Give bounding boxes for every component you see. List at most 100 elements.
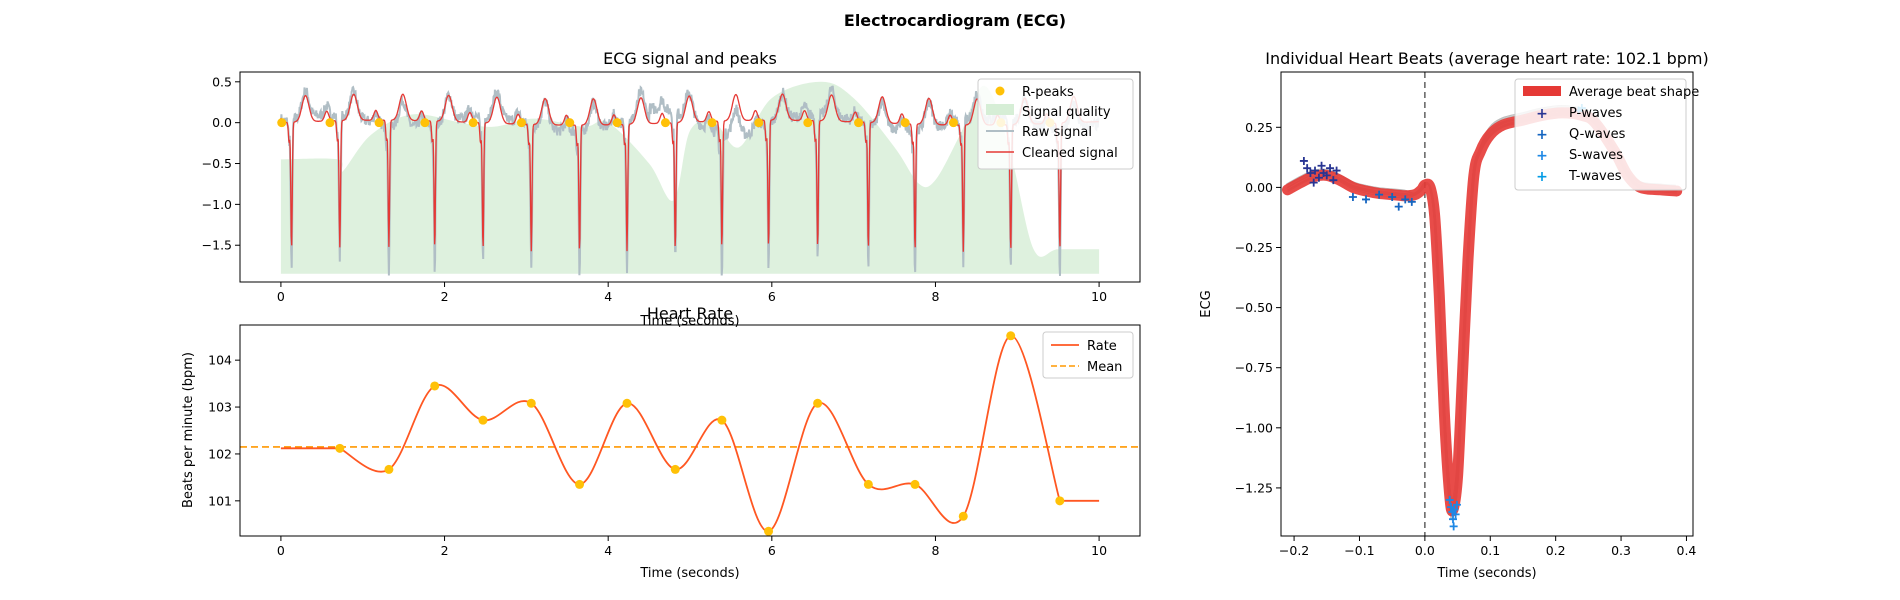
rate-ytick-label: 102 <box>208 446 232 461</box>
rate-xtick-label: 2 <box>441 543 449 558</box>
legend-frame <box>1514 78 1687 191</box>
legend-average-label: Average beat shape <box>1569 85 1699 100</box>
rate-xtick-label: 0 <box>277 543 285 558</box>
legend-rpeaks-swatch <box>995 86 1005 96</box>
legend-q-swatch: + <box>1536 127 1548 143</box>
rate-point <box>670 464 680 474</box>
p-wave-marker <box>1332 166 1341 175</box>
q-wave-markers <box>1348 190 1416 211</box>
heart-rate-panel: 0 2 4 6 8 10 101 102 103 104 Heart Rate Time (se… <box>181 304 1141 581</box>
r-peak-point <box>374 118 384 128</box>
ecg-ytick-label: −1.5 <box>202 238 232 253</box>
beats-x-ticks: −0.2 −0.1 0.0 0.1 0.2 0.3 0.4 <box>1279 536 1696 558</box>
ecg-y-ticks: −1.5 −1.0 −0.5 0.0 0.5 <box>202 74 240 253</box>
r-peak-point <box>468 118 478 128</box>
legend-t-label: T-waves <box>1568 169 1622 184</box>
r-peak-point <box>516 118 526 128</box>
heart-rate-xlabel: Time (seconds) <box>639 566 739 581</box>
beats-ytick-label: −1.00 <box>1235 420 1273 435</box>
rate-xtick-label: 6 <box>768 543 776 558</box>
p-wave-marker <box>1303 164 1312 173</box>
beats-ytick-label: −0.50 <box>1235 300 1273 315</box>
heart-rate-axes <box>239 324 1141 537</box>
p-wave-marker <box>1299 156 1308 165</box>
beats-xtick-label: 0.3 <box>1611 543 1631 558</box>
rate-ytick-label: 101 <box>208 493 232 508</box>
rate-point <box>575 479 585 489</box>
p-wave-marker <box>1317 161 1326 170</box>
r-peak-point <box>948 118 958 128</box>
legend-s-label: S-waves <box>1569 148 1623 163</box>
q-wave-marker <box>1407 197 1416 206</box>
rate-point <box>430 381 440 391</box>
rate-xtick-label: 4 <box>604 543 612 558</box>
q-wave-marker <box>1375 190 1384 199</box>
beats-ytick-label: 0.00 <box>1245 180 1273 195</box>
heart-rate-ylabel: Beats per minute (bpm) <box>181 352 196 508</box>
p-wave-marker <box>1314 173 1323 182</box>
beats-ytick-label: −1.25 <box>1235 480 1273 495</box>
beats-xtick-label: 0.0 <box>1415 543 1435 558</box>
rate-point <box>335 443 345 453</box>
r-peak-point <box>420 118 430 128</box>
rate-points <box>335 331 1065 536</box>
ecg-xtick-label: 6 <box>768 289 776 304</box>
legend-mean-label: Mean <box>1087 360 1122 375</box>
figure-title: Electrocardiogram (ECG) <box>844 11 1066 30</box>
heart-beats-panel: −0.2 −0.1 0.0 0.1 0.2 0.3 0.4 −1.25−1.00−0.75−… <box>1199 49 1709 581</box>
r-peak-point <box>854 118 864 128</box>
beats-xtick-label: 0.1 <box>1480 543 1500 558</box>
legend-p-swatch: + <box>1536 106 1548 122</box>
r-peak-point <box>754 118 764 128</box>
heart-beats-legend: Average beat shape + P-waves + Q-waves +… <box>1514 78 1699 191</box>
s-wave-marker <box>1451 510 1460 519</box>
s-wave-marker <box>1445 495 1454 504</box>
signal-quality-fill <box>280 81 1100 274</box>
rate-point <box>478 415 488 425</box>
q-wave-marker <box>1362 195 1371 204</box>
r-peak-point <box>565 118 575 128</box>
r-peak-point <box>660 118 670 128</box>
ecg-xtick-label: 8 <box>931 289 939 304</box>
ecg-ytick-label: 0.0 <box>212 115 232 130</box>
rate-point <box>1006 331 1016 341</box>
r-peak-point <box>803 118 813 128</box>
cleaned-signal-line <box>280 93 1099 252</box>
p-wave-marker <box>1309 178 1318 187</box>
beats-xtick-label: −0.1 <box>1344 543 1374 558</box>
signal-quality-area <box>280 81 1100 274</box>
ecg-ytick-label: −0.5 <box>202 156 232 171</box>
ecg-xtick-label: 2 <box>441 289 449 304</box>
p-wave-marker <box>1311 166 1320 175</box>
r-peak-point <box>612 118 622 128</box>
rate-y-ticks: 101 102 103 104 <box>208 353 240 508</box>
legend-raw-label: Raw signal <box>1022 125 1092 140</box>
beats-xtick-label: 0.2 <box>1546 543 1566 558</box>
heart-rate-legend: Rate Mean <box>1042 331 1134 379</box>
legend-q-label: Q-waves <box>1569 127 1626 142</box>
rate-point <box>813 398 823 408</box>
q-wave-marker <box>1388 193 1397 202</box>
r-peak-point <box>900 118 910 128</box>
rate-point <box>526 398 536 408</box>
rate-xtick-label: 10 <box>1091 543 1107 558</box>
q-wave-marker <box>1401 195 1410 204</box>
heart-beats-title: Individual Heart Beats (average heart ra… <box>1265 49 1709 68</box>
q-wave-marker <box>1348 193 1357 202</box>
ecg-ytick-label: −1.0 <box>202 197 232 212</box>
ecg-signal-legend: R-peaks Signal quality Raw signal Cleane… <box>977 78 1134 170</box>
beats-ytick-label: 0.25 <box>1245 120 1273 135</box>
heart-beats-xlabel: Time (seconds) <box>1436 566 1536 581</box>
beats-ytick-label: −0.25 <box>1235 240 1273 255</box>
p-wave-markers <box>1299 156 1341 187</box>
rate-ytick-label: 104 <box>208 353 232 368</box>
heart-beats-ylabel: ECG <box>1199 290 1214 317</box>
r-peak-point <box>277 118 287 128</box>
q-wave-marker <box>1394 202 1403 211</box>
cleaned-signal-trace <box>280 93 1099 252</box>
s-wave-markers <box>1445 495 1461 531</box>
s-wave-marker <box>1449 522 1458 531</box>
ecg-signal-title: ECG signal and peaks <box>603 49 777 68</box>
legend-t-swatch: + <box>1536 169 1548 185</box>
